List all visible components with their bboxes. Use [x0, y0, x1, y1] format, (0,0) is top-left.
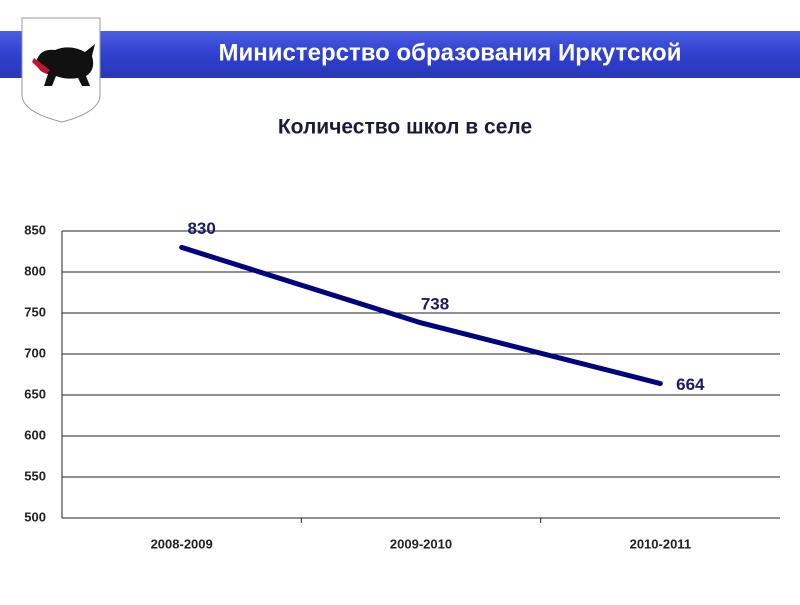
y-tick-label: 700 [24, 345, 46, 360]
header-band [0, 31, 800, 78]
y-tick-label: 650 [24, 386, 46, 401]
coat-of-arms [21, 17, 101, 123]
header-title: Министерство образования Иркутской [219, 39, 682, 66]
y-tick-label: 550 [24, 468, 46, 483]
y-tick-label: 750 [24, 304, 46, 319]
data-line [179, 244, 663, 387]
data-label: 738 [421, 294, 449, 313]
x-tick-label: 2009-2010 [390, 536, 452, 551]
y-tick-label: 850 [24, 222, 46, 237]
data-label: 664 [676, 375, 705, 394]
x-tick-label: 2010-2011 [630, 536, 691, 551]
chart-title: Количество школ в селе [278, 116, 532, 139]
plot: 500 550 600 650 700 750 800 850 2008-2009 2009-20… [24, 219, 780, 551]
y-tick-label: 500 [24, 509, 46, 524]
y-tick-label: 600 [24, 427, 46, 442]
x-tick-label: 2008-2009 [151, 536, 213, 551]
data-label: 830 [187, 219, 215, 238]
y-tick-label: 800 [24, 263, 46, 278]
